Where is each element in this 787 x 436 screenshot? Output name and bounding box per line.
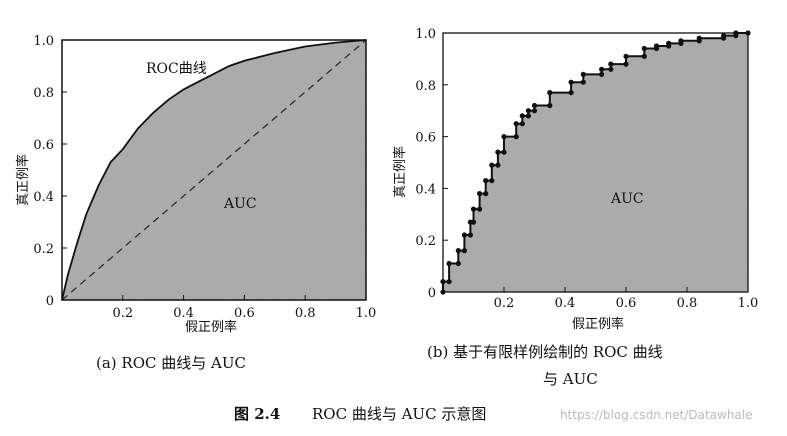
panel-b-sample-point xyxy=(525,108,532,114)
panel-b-caption-line-2: 与 AUC xyxy=(543,370,598,388)
panel-b-roc-chart: 0.2 0.4 0.6 0.8 1.0 0 0.2 0.4 0.6 0.8 1.0 AUC 假正例… xyxy=(392,27,758,388)
panel-b-sample-point xyxy=(513,121,519,127)
panel-b-sample-point xyxy=(483,178,489,184)
panel-b-sample-point xyxy=(653,43,660,49)
panel-b-sample-point xyxy=(525,113,532,119)
panel-b-sample-point xyxy=(641,45,647,52)
panel-b-sample-point xyxy=(531,108,538,114)
figure-caption: ROC 曲线与 AUC 示意图 xyxy=(312,405,486,423)
panel-b-y-ticks: 0 0.2 0.4 0.6 0.8 1.0 xyxy=(415,27,448,301)
panel-a-x-tick-label: 0.2 xyxy=(112,306,133,321)
panel-b-sample-point xyxy=(666,40,672,47)
panel-b-sample-point xyxy=(721,33,727,39)
panel-b-y-tick-label: 1.0 xyxy=(415,27,436,42)
panel-b-sample-point xyxy=(547,102,553,109)
panel-a-auc-label: AUC xyxy=(223,196,257,212)
panel-a-y-tick-label: 0.2 xyxy=(33,242,54,257)
panel-b-sample-points xyxy=(440,30,751,295)
panel-b-sample-point xyxy=(568,90,574,96)
panel-b-sample-point xyxy=(501,134,507,140)
panel-a-y-axis-label: 真正例率 xyxy=(15,154,31,206)
panel-b-sample-point xyxy=(608,61,614,67)
panel-a-y-tick-label: 1.0 xyxy=(33,34,54,49)
panel-b-sample-point xyxy=(678,38,684,44)
panel-b-sample-point xyxy=(495,162,501,168)
panel-b-sample-point xyxy=(580,71,586,77)
panel-b-y-tick-label: 0.8 xyxy=(415,79,436,94)
panel-b-sample-point xyxy=(580,79,586,85)
panel-a-plot-frame xyxy=(61,39,367,301)
panel-b-y-tick-label: 0 xyxy=(428,286,436,301)
panel-b-sample-point xyxy=(455,248,461,254)
panel-a-roc-curve-label: ROC曲线 xyxy=(146,61,207,77)
panel-b-y-tick-label: 0.4 xyxy=(415,182,436,197)
panel-b-sample-point xyxy=(446,279,452,285)
panel-b-sample-point xyxy=(477,191,483,197)
panel-b-sample-point xyxy=(489,178,495,184)
panel-b-sample-point xyxy=(489,162,495,168)
panel-a-y-tick-label: 0 xyxy=(46,294,54,309)
watermark-url: https://blog.csdn.net/Datawhale xyxy=(560,408,753,422)
panel-b-y-tick-label: 0.2 xyxy=(415,234,436,249)
panel-b-sample-point xyxy=(696,35,702,41)
panel-b-sample-point xyxy=(531,102,538,109)
panel-a-y-tick-label: 0.6 xyxy=(33,138,54,153)
panel-b-sample-point xyxy=(446,260,452,267)
panel-a-roc-chart: 0.2 0.4 0.6 0.8 1.0 0 0.2 0.4 0.6 0.8 1.0 ROC曲线 A… xyxy=(15,34,376,372)
panel-b-auc-label: AUC xyxy=(610,191,644,207)
panel-b-sample-point xyxy=(455,260,461,267)
panel-b-x-axis-label: 假正例率 xyxy=(572,316,624,332)
panel-a-y-ticks: 0 0.2 0.4 0.6 0.8 1.0 xyxy=(33,34,67,309)
panel-b-sample-point xyxy=(623,61,629,67)
panel-b-x-tick-label: 0.4 xyxy=(555,296,576,311)
panel-b-sample-point xyxy=(519,121,525,127)
panel-b-sample-point xyxy=(470,206,477,212)
panel-a-y-tick-label: 0.8 xyxy=(33,86,54,101)
panel-a-diagonal-line xyxy=(61,39,367,301)
panel-a-caption: (a) ROC 曲线与 AUC xyxy=(96,354,246,372)
panel-b-plot-frame xyxy=(442,32,749,293)
panel-a-x-tick-label: 0.6 xyxy=(234,306,255,321)
panel-b-caption-line-1: (b) 基于有限样例绘制的 ROC 曲线 xyxy=(427,343,663,361)
panel-b-x-ticks: 0.2 0.4 0.6 0.8 1.0 xyxy=(442,287,759,311)
panel-b-sample-point xyxy=(641,53,647,59)
panel-a-y-tick-label: 0.4 xyxy=(33,190,54,205)
panel-b-x-tick-label: 0.6 xyxy=(616,296,637,311)
panel-b-sample-point xyxy=(547,90,553,96)
panel-b-sample-point xyxy=(461,232,467,238)
panel-b-sample-point xyxy=(483,191,489,197)
panel-b-sample-point xyxy=(519,113,525,119)
panel-b-sample-point xyxy=(470,219,477,225)
panel-a-x-axis-label: 假正例率 xyxy=(185,319,237,335)
panel-b-sample-point xyxy=(467,232,473,238)
panel-b-sample-point xyxy=(477,206,483,212)
panel-b-x-tick-label: 0.8 xyxy=(677,296,698,311)
panel-b-sample-point xyxy=(513,134,519,140)
panel-b-x-tick-label: 0.2 xyxy=(494,296,515,311)
panel-b-sample-point xyxy=(608,66,614,72)
panel-a-x-ticks: 0.2 0.4 0.6 0.8 1.0 xyxy=(112,295,376,321)
panel-a-x-tick-label: 0.4 xyxy=(173,306,194,321)
panel-b-y-tick-label: 0.6 xyxy=(415,131,436,146)
panel-a-roc-curve xyxy=(61,39,367,301)
panel-b-sample-point xyxy=(501,149,507,155)
panel-b-sample-point xyxy=(599,66,605,72)
panel-b-x-tick-label: 1.0 xyxy=(738,296,759,311)
panel-b-y-axis-label: 真正例率 xyxy=(392,146,408,198)
panel-b-sample-point xyxy=(461,248,467,254)
panel-b-sample-point xyxy=(568,79,574,85)
figure-number: 图 2.4 xyxy=(234,405,280,423)
panel-b-sample-point xyxy=(599,71,605,77)
panel-a-x-tick-label: 1.0 xyxy=(356,306,377,321)
panel-a-x-tick-label: 0.8 xyxy=(295,306,316,321)
panel-b-sample-point xyxy=(623,53,629,59)
panel-b-auc-area xyxy=(443,33,748,292)
panel-b-sample-point xyxy=(495,149,501,155)
